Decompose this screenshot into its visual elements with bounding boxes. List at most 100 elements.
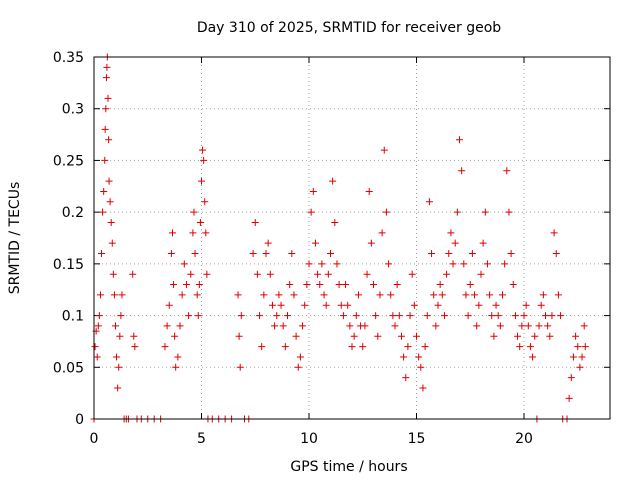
y-tick-label: 0.15 [53,257,84,273]
data-point [105,177,113,185]
data-point [102,74,110,82]
data-point [492,301,500,309]
data-point [93,353,101,361]
data-point [110,291,118,299]
data-point [458,167,466,175]
data-point [117,312,125,320]
data-point [303,281,311,289]
data-point [320,291,328,299]
data-point [406,312,414,320]
data-point [354,291,362,299]
data-point [296,353,304,361]
data-point [198,177,205,185]
data-point [526,343,534,351]
data-point [168,229,176,237]
data-point [307,208,315,216]
data-point [290,291,298,299]
data-point [395,312,403,320]
data-point [546,332,554,340]
data-point [417,363,425,371]
data-point [438,291,446,299]
data-point [199,146,207,154]
data-point [565,394,573,402]
data-point [447,229,455,237]
data-point [292,332,300,340]
data-point [101,156,109,164]
data-point [464,312,472,320]
data-point [202,229,210,237]
data-point [301,301,309,309]
data-point [331,218,339,226]
data-point [391,322,399,330]
data-point [503,167,511,175]
data-point [483,260,491,268]
data-point [262,250,270,258]
data-point [550,229,558,237]
data-point [101,125,109,133]
data-point [182,281,190,289]
data-point [374,332,382,340]
data-point [509,281,517,289]
data-point [329,177,337,185]
data-point [415,353,423,361]
data-point [104,94,112,102]
data-point [425,198,433,206]
data-point [256,312,264,320]
data-point [539,291,547,299]
data-point [271,322,279,330]
plot-frame [93,56,611,420]
data-point [100,187,108,195]
data-point [567,374,575,382]
data-point [200,156,208,164]
data-point [91,343,99,351]
data-point [170,281,178,289]
chart-title: Day 310 of 2025, SRMTID for receiver geo… [197,20,501,36]
y-tick-label: 0 [75,412,84,428]
data-point [393,281,401,289]
data-point [531,332,539,340]
data-point [105,136,113,144]
data-point [365,187,373,195]
data-point [436,281,444,289]
data-point [496,322,504,330]
data-point [176,322,184,330]
data-point [114,384,122,392]
data-point [161,343,169,351]
data-point [115,363,123,371]
data-point [499,291,506,299]
data-point [314,270,322,278]
x-axis-label: GPS time / hours [290,459,407,475]
data-point [350,332,358,340]
y-tick-label: 0.2 [62,205,84,221]
x-tick-label: 15 [408,431,426,447]
data-point [434,301,442,309]
data-point [574,343,582,351]
data-point [342,281,350,289]
data-point [178,291,186,299]
data-point [118,291,126,299]
data-point [397,332,405,340]
data-point [284,312,291,320]
data-point [494,312,502,320]
data-point [572,332,580,340]
y-tick-label: 0.05 [53,360,84,376]
grid [94,57,610,419]
data-point [309,187,317,195]
data-point [481,208,489,216]
data-point [311,239,319,247]
data-point [462,291,470,299]
data-point [569,353,577,361]
data-point [404,343,412,351]
data-point [112,322,119,330]
data-point [505,208,513,216]
data-point [445,250,453,258]
data-point [488,312,496,320]
data-point [430,291,438,299]
data-point [468,250,476,258]
data-point [191,250,199,258]
data-point [421,343,429,351]
data-point [130,332,138,340]
data-point [385,260,393,268]
data-point [163,322,171,330]
